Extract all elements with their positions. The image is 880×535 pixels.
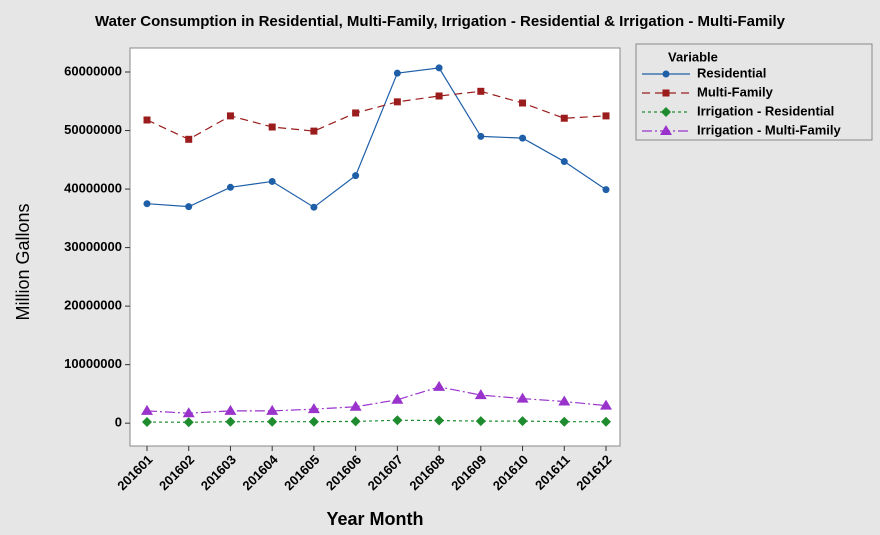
marker — [310, 127, 318, 135]
marker — [350, 416, 361, 427]
y-tick-label: 0 — [115, 415, 122, 430]
marker — [393, 98, 401, 106]
y-tick-label: 30000000 — [64, 239, 122, 254]
legend-marker — [660, 125, 672, 135]
x-tick-label: 201601 — [114, 452, 155, 493]
marker — [477, 87, 485, 95]
x-tick-label: 201611 — [532, 452, 573, 493]
marker — [267, 416, 278, 427]
marker — [266, 404, 279, 415]
x-tick-label: 201602 — [156, 452, 197, 493]
x-tick-label: 201605 — [281, 452, 322, 493]
marker — [516, 392, 529, 403]
marker — [475, 416, 486, 427]
marker — [391, 393, 404, 404]
marker — [434, 415, 445, 426]
marker — [143, 200, 151, 208]
marker — [352, 172, 360, 180]
marker — [517, 416, 528, 427]
series-line — [146, 90, 607, 140]
marker — [141, 404, 153, 415]
x-tick-label: 201610 — [490, 452, 531, 493]
marker — [183, 417, 194, 428]
legend-marker — [661, 107, 671, 117]
marker — [435, 64, 443, 72]
legend-label: Residential — [697, 65, 766, 80]
marker — [519, 99, 527, 107]
marker — [182, 407, 195, 418]
legend-label: Multi-Family — [697, 84, 774, 99]
marker — [433, 380, 446, 391]
marker — [474, 389, 487, 400]
legend-title: Variable — [668, 49, 718, 64]
marker — [142, 417, 152, 428]
legend-marker — [662, 70, 670, 78]
series-line — [146, 419, 606, 423]
marker — [352, 109, 360, 117]
marker — [143, 116, 151, 124]
marker — [307, 403, 320, 414]
marker — [268, 123, 276, 131]
marker — [435, 92, 443, 100]
marker — [477, 132, 485, 140]
marker — [602, 112, 610, 120]
plot-area — [129, 47, 621, 447]
marker — [349, 400, 362, 411]
marker — [310, 203, 318, 211]
y-tick-label: 40000000 — [64, 180, 122, 195]
x-tick-label: 201603 — [198, 452, 239, 493]
marker — [560, 114, 568, 122]
x-tick-label: 201604 — [239, 451, 281, 493]
marker — [226, 112, 234, 120]
marker — [560, 158, 568, 166]
y-axis-label: Million Gallons — [13, 203, 33, 320]
y-tick-label: 10000000 — [64, 356, 122, 371]
y-tick-label: 20000000 — [64, 298, 122, 313]
x-tick-label: 201607 — [365, 452, 406, 493]
x-tick-label: 201612 — [573, 452, 614, 493]
marker — [225, 416, 236, 427]
series-line — [146, 67, 607, 208]
marker — [268, 177, 276, 185]
marker — [308, 416, 319, 427]
legend-marker — [662, 89, 670, 97]
x-tick-label: 201609 — [448, 452, 489, 493]
marker — [602, 186, 610, 194]
marker — [224, 404, 237, 415]
marker — [393, 69, 401, 77]
marker — [185, 203, 193, 211]
marker — [601, 416, 611, 427]
marker — [519, 134, 527, 142]
marker — [185, 135, 193, 143]
series-line — [146, 386, 607, 414]
x-tick-label: 201606 — [323, 452, 364, 493]
legend-label: Irrigation - Multi-Family — [697, 122, 841, 137]
y-tick-label: 60000000 — [64, 63, 122, 78]
marker — [600, 399, 612, 410]
chart-title: Water Consumption in Residential, Multi-… — [95, 13, 786, 30]
x-tick-label: 201608 — [406, 452, 447, 493]
marker — [392, 415, 403, 426]
x-axis-label: Year Month — [326, 509, 423, 529]
y-tick-label: 50000000 — [64, 122, 122, 137]
marker — [559, 416, 570, 427]
legend-box — [635, 43, 873, 141]
marker — [226, 183, 234, 191]
legend-label: Irrigation - Residential — [697, 103, 834, 118]
marker — [558, 395, 571, 406]
